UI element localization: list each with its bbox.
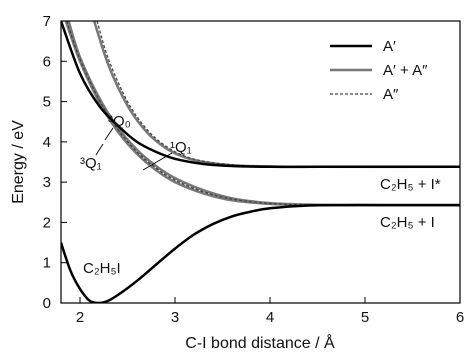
leader-triplet-q1 [95, 143, 104, 156]
legend: A′ A′ + A″ A″ [330, 38, 428, 103]
annotation-singlet-q1: ¹Q₁ [170, 139, 192, 156]
y-tick-label: 0 [43, 295, 51, 312]
annotation-leaders [95, 127, 173, 171]
x-tick-label: 6 [456, 309, 464, 326]
legend-label-a-prime: A′ [383, 38, 396, 55]
curve-series-4 [93, 21, 460, 169]
annotation-triplet-q1: ³Q₁ [80, 155, 102, 172]
x-tick-label: 5 [361, 309, 369, 326]
legend-label-a-double-prime: A″ [383, 86, 399, 103]
y-axis-ticks: 0 1 2 3 4 5 6 7 [43, 13, 67, 312]
curve-series-6 [96, 21, 460, 168]
y-tick-label: 1 [43, 255, 51, 272]
y-axis-title: Energy / eV [10, 120, 27, 204]
leader-singlet-q1 [142, 152, 173, 171]
y-tick-label: 4 [43, 134, 51, 151]
annotation-triplet-q0: ³Q₀ [108, 113, 131, 130]
y-tick-label: 7 [43, 13, 51, 30]
y-tick-label: 3 [43, 174, 51, 191]
x-tick-label: 2 [76, 309, 84, 326]
x-axis-title: C-I bond distance / Å [185, 333, 335, 352]
leader-triplet-q0 [104, 127, 114, 141]
legend-label-a-prime-plus-a-double-prime: A′ + A″ [383, 62, 428, 79]
curve-series-1 [61, 21, 460, 169]
y-tick-label: 2 [43, 214, 51, 231]
y-tick-label: 6 [43, 53, 51, 70]
curve-series-0 [61, 203, 460, 303]
y-tick-label: 5 [43, 94, 51, 111]
x-tick-label: 3 [171, 309, 179, 326]
x-axis-ticks: 2 3 4 5 6 [76, 297, 464, 326]
annotation-asymptote-upper: C₂H₅ + I* [380, 176, 441, 193]
x-tick-label: 4 [266, 309, 274, 326]
plot-frame [60, 20, 461, 304]
annotation-asymptote-lower: C₂H₅ + I [380, 214, 435, 231]
curve-group [61, 21, 460, 303]
annotation-ground-state: C₂H₅I [83, 260, 121, 277]
